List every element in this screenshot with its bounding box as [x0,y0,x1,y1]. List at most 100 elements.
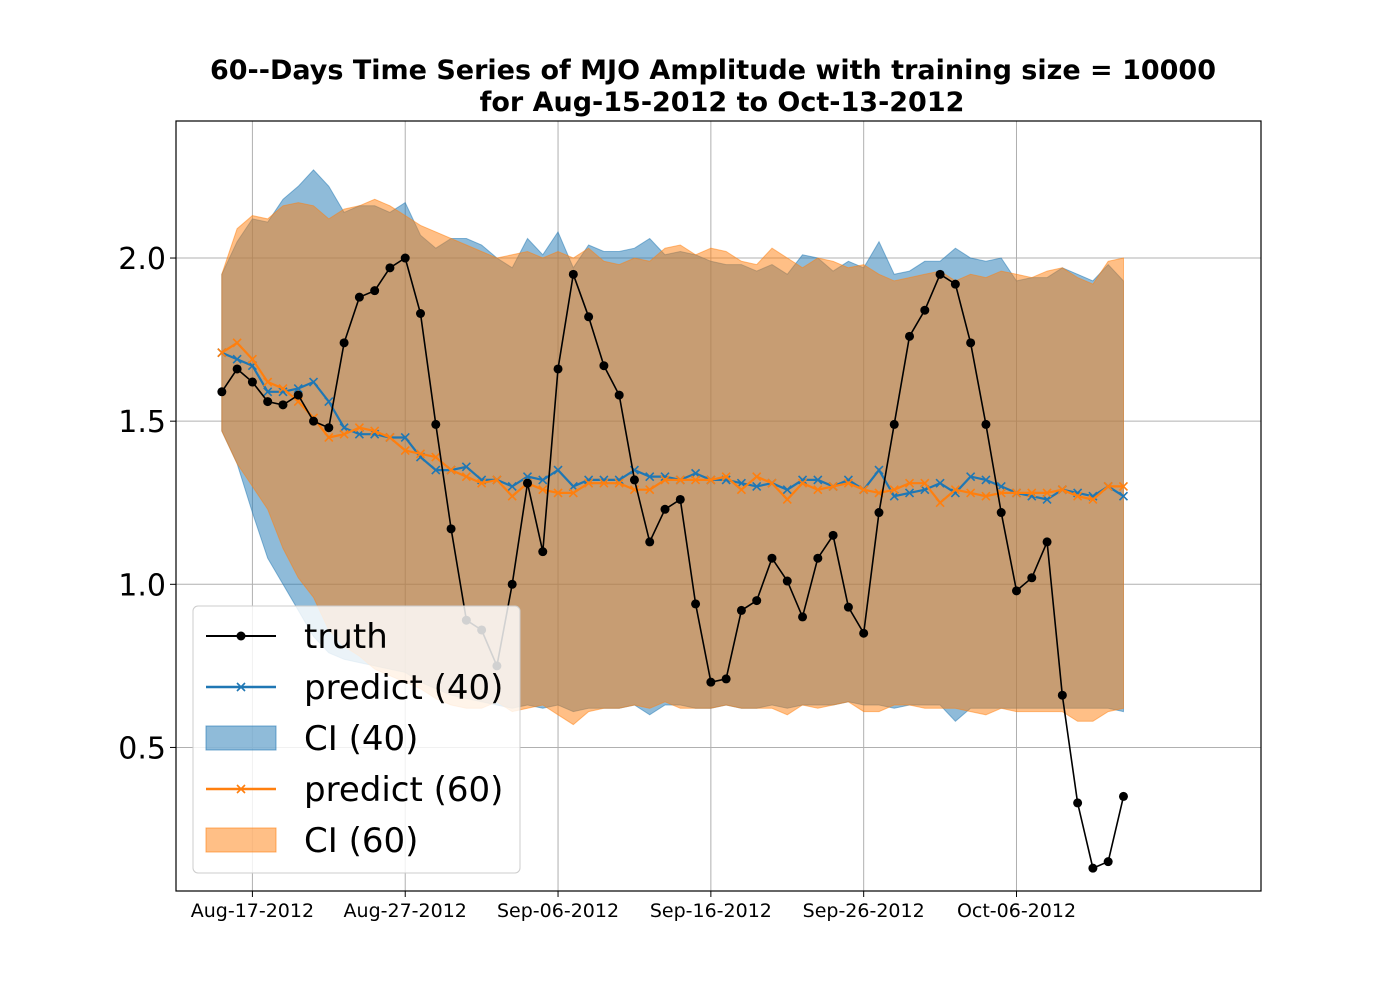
truth-point [522,478,532,488]
truth-point [400,253,410,263]
legend-entry-3: predict (60) [206,770,503,810]
legend-entry-1: predict (40) [206,668,503,708]
predict-40-point [553,465,563,475]
predict-40-point [874,465,884,475]
predict-60-point [904,478,915,488]
truth-point [584,312,594,322]
predict-40-point [324,397,334,407]
predict-60-point [400,445,410,456]
chart-title-line1: 60--Days Time Series of MJO Amplitude wi… [210,55,1216,86]
legend-ci-patch [205,725,277,751]
predict-60-point [599,478,609,488]
predict-40-point [431,465,441,475]
truth-point [614,390,624,400]
truth-point [553,364,563,374]
predict-60-point [797,478,808,488]
predict-60-point [232,338,242,348]
truth-point [736,605,746,615]
predict-60-point [324,432,334,443]
x-tick-label-4: Sep-26-2012 [803,900,925,922]
truth-point [278,400,288,410]
predict-40-point [278,387,288,397]
predict-60-point [813,485,823,495]
predict-40-point [461,462,471,472]
legend-label-4: CI (60) [304,821,418,861]
legend-truth-marker [236,631,246,641]
truth-point [339,338,349,348]
legend-label-2: CI (40) [304,719,418,759]
x-tick-label-3: Sep-16-2012 [650,900,772,922]
truth-point [950,279,960,289]
predict-60-point [370,426,380,436]
predict-60-point [614,478,624,488]
predict-40-point [400,432,410,443]
predict-60-point [691,475,701,485]
truth-point [966,338,976,348]
chart-title-line2: for Aug-15-2012 to Oct-13-2012 [480,87,965,118]
truth-point [1118,791,1128,801]
predict-60-point [889,485,899,495]
truth-point [981,419,991,429]
legend-label-1: predict (40) [304,668,503,708]
predict-60-point [584,478,594,488]
predict-60-point [507,491,517,501]
predict-40-point [935,478,945,488]
truth-point [691,599,701,609]
legend-ci-patch [205,827,277,853]
predict-40-point [996,481,1006,491]
predict-60-point [568,488,578,498]
predict-40-point [568,481,578,491]
predict-40-point [645,472,655,482]
truth-point [354,292,364,302]
predict-60-point [385,432,395,443]
predict-60-point [1057,485,1067,495]
y-tick-label-2: 1.5 [118,405,166,440]
truth-point [843,602,853,612]
truth-point [935,269,945,279]
plot-frame [175,120,1262,892]
y-tick-label-1: 1.0 [118,568,166,603]
predict-60-point [966,488,976,498]
truth-point [920,305,930,315]
predict-60-point [492,475,502,485]
predict-40-point [813,475,823,485]
legend-entry-2: CI (40) [205,719,418,759]
truth-series [217,253,1128,873]
truth-point [645,537,655,547]
predict-40-point [339,423,349,433]
predict-40-point [752,481,762,491]
predict-60-point [721,472,731,482]
predict-60-line [221,341,1124,505]
predict-40-point [904,488,915,498]
truth-point [813,553,823,563]
legend-label-3: predict (60) [304,770,503,810]
truth-point [859,628,869,638]
predict-60-point [1118,481,1129,491]
predict-40-point [1118,491,1129,501]
truth-point [507,579,517,589]
predict-60-point [538,485,548,495]
predict-60-point [706,475,716,485]
y-tick-label-0: 0.5 [118,731,166,766]
legend-box [192,605,521,874]
predict-60-point [736,485,746,495]
truth-point [752,596,762,606]
predict-60-point [675,475,685,485]
x-tick-label-2: Sep-06-2012 [497,900,619,922]
predict-60-point [859,485,869,495]
truth-point [324,423,334,433]
truth-point [263,397,273,407]
truth-point [217,387,227,397]
predict-60-point [339,429,349,439]
predict-40-point [538,475,548,485]
predict-60-point [1042,488,1052,498]
axis-ticks: Aug-17-2012 Aug-27-2012 Sep-06-2012 Sep-16-… [118,242,1076,922]
predict-40-point [843,475,853,485]
legend-entry-0: truth [206,617,388,657]
truth-point [782,576,792,586]
predict-60-point [263,377,273,387]
truth-point [309,416,319,426]
predict-60-point [767,478,777,488]
truth-point [232,364,242,374]
